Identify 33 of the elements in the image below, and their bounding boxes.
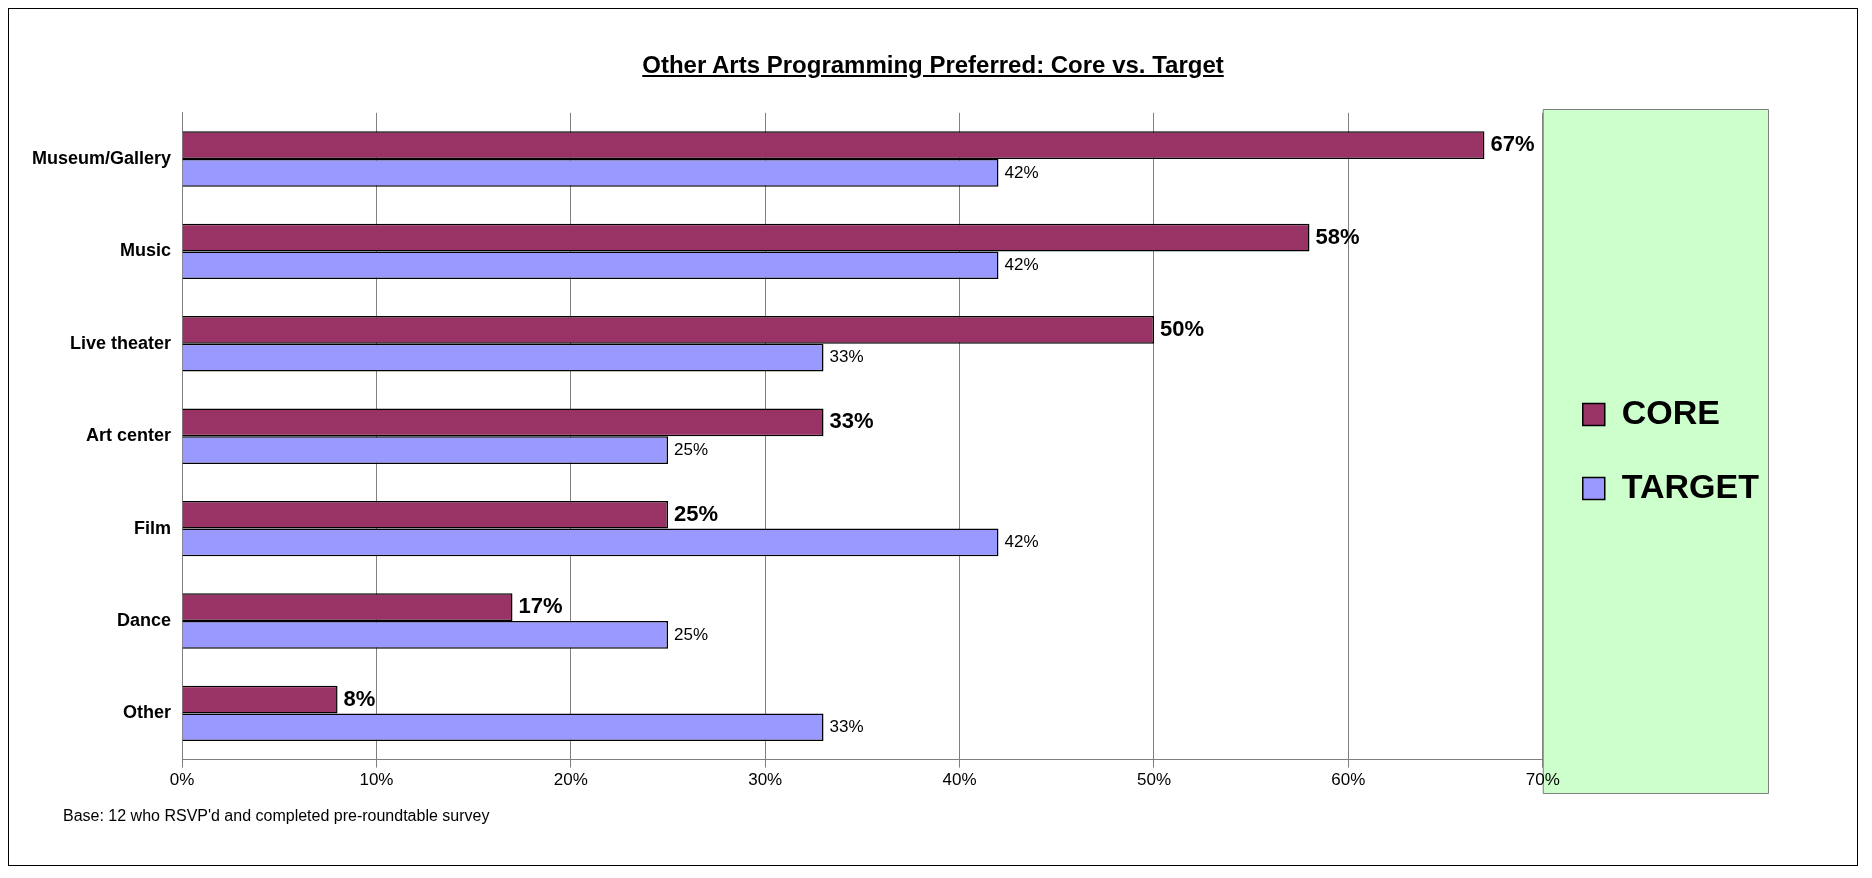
x-tick-label: 40% [942,770,977,790]
x-tick-label: 30% [748,770,783,790]
data-label: 33% [829,716,864,736]
chart-title: Other Arts Programming Preferred: Core vs. Target [641,51,1225,79]
x-tick-label: 70% [1525,770,1560,790]
x-tick-label: 20% [553,770,588,790]
y-tick-label: Live theater [70,332,172,353]
x-tick-label: 10% [359,770,394,790]
data-label: 42% [1004,254,1039,274]
x-tick-label: 60% [1331,770,1366,790]
y-tick-label: Music [120,240,172,261]
legend-label: CORE [1621,392,1720,431]
y-tick-label: Other [123,702,172,723]
x-tick-label: 50% [1136,770,1171,790]
data-label: 42% [1004,532,1039,552]
data-label: 8% [343,685,376,711]
y-tick-label: Film [134,517,172,538]
data-label: 17% [518,593,563,619]
data-label: 42% [1004,162,1039,182]
data-label: 33% [829,347,864,367]
legend-label: TARGET [1621,466,1760,505]
y-tick-label: Museum/Gallery [31,147,172,168]
data-label: 33% [829,408,874,434]
data-label: 25% [674,500,719,526]
x-tick-label: 0% [169,770,195,790]
data-label: 50% [1159,316,1205,341]
data-label: 25% [674,439,709,459]
data-label: 25% [674,624,709,644]
data-label: 67% [1490,131,1535,157]
data-label: 58% [1315,223,1360,249]
y-tick-label: Dance [117,609,172,630]
text: Base: 12 who RSVP'd and completed pre-roundtable survey [63,807,491,825]
y-tick-label: Art center [86,425,172,446]
